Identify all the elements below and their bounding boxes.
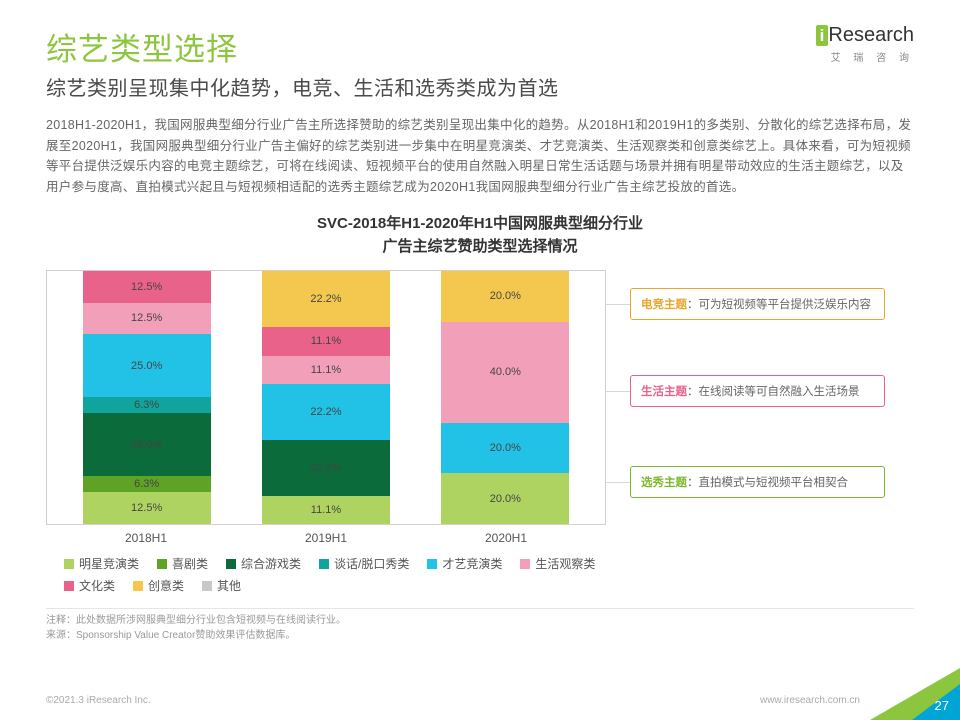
legend-label: 谈话/脱口秀类 bbox=[334, 555, 409, 572]
callout: 选秀主题：直拍模式与短视频平台相契合 bbox=[606, 466, 885, 498]
bar-segment: 11.1% bbox=[262, 327, 390, 355]
callout: 电竞主题：可为短视频等平台提供泛娱乐内容 bbox=[606, 288, 885, 320]
bar-segment: 20.0% bbox=[441, 423, 569, 474]
legend-item: 生活观察类 bbox=[520, 555, 595, 572]
logo-name: Research bbox=[828, 24, 914, 46]
legend-swatch bbox=[64, 581, 74, 591]
footnotes: 注释：此处数据所涉网服典型细分行业包含短视频与在线阅读行业。 来源：Sponso… bbox=[46, 608, 914, 643]
x-axis-labels: 2018H1 2019H1 2020H1 bbox=[46, 531, 606, 545]
callout-text: ：可为短视频等平台提供泛娱乐内容 bbox=[687, 299, 871, 311]
slide: 综艺类型选择 综艺类别呈现集中化趋势，电竞、生活和选秀类成为首选 iResear… bbox=[0, 0, 960, 720]
logo-icon: i bbox=[816, 25, 829, 46]
copyright: ©2021.3 iResearch Inc. bbox=[46, 695, 151, 706]
footer-url: www.iresearch.com.cn bbox=[760, 695, 860, 706]
callout-box: 生活主题：在线阅读等可自然融入生活场景 bbox=[630, 375, 885, 407]
callout-connector bbox=[606, 482, 630, 483]
bar-segment: 20.0% bbox=[441, 271, 569, 322]
legend-swatch bbox=[133, 581, 143, 591]
bar-segment: 25.0% bbox=[83, 413, 211, 476]
chart-title-line1: SVC-2018年H1-2020年H1中国网服典型细分行业 bbox=[46, 212, 914, 235]
callout-tag: 生活主题 bbox=[641, 386, 687, 398]
bar-segment: 11.1% bbox=[262, 496, 390, 524]
legend-item: 明星竞演类 bbox=[64, 555, 139, 572]
bar-segment: 6.3% bbox=[83, 476, 211, 492]
chart-title: SVC-2018年H1-2020年H1中国网服典型细分行业 广告主综艺赞助类型选… bbox=[46, 212, 914, 259]
legend-swatch bbox=[319, 559, 329, 569]
legend-swatch bbox=[157, 559, 167, 569]
bar-segment: 20.0% bbox=[441, 473, 569, 524]
legend-item: 综合游戏类 bbox=[226, 555, 301, 572]
legend-label: 文化类 bbox=[79, 577, 115, 594]
legend-swatch bbox=[64, 559, 74, 569]
logo: iResearch 艾 瑞 咨 询 bbox=[816, 24, 914, 64]
legend-swatch bbox=[226, 559, 236, 569]
legend-label: 生活观察类 bbox=[535, 555, 595, 572]
callout-box: 电竞主题：可为短视频等平台提供泛娱乐内容 bbox=[630, 288, 885, 320]
chart-title-line2: 广告主综艺赞助类型选择情况 bbox=[46, 235, 914, 258]
legend-swatch bbox=[520, 559, 530, 569]
callout-tag: 电竞主题 bbox=[641, 299, 687, 311]
x-label: 2018H1 bbox=[82, 531, 210, 545]
callout-connector bbox=[606, 391, 630, 392]
callout-panel: 电竞主题：可为短视频等平台提供泛娱乐内容生活主题：在线阅读等可自然融入生活场景选… bbox=[606, 270, 914, 594]
bar-segment: 40.0% bbox=[441, 322, 569, 423]
bar: 20.0%20.0%40.0%20.0% bbox=[441, 271, 569, 524]
callout-connector bbox=[606, 304, 630, 305]
footnote-2: 来源：Sponsorship Value Creator赞助效果评估数据库。 bbox=[46, 628, 914, 643]
legend-label: 喜剧类 bbox=[172, 555, 208, 572]
callout-text: ：直拍模式与短视频平台相契合 bbox=[687, 477, 848, 489]
callout-tag: 选秀主题 bbox=[641, 477, 687, 489]
callout-text: ：在线阅读等可自然融入生活场景 bbox=[687, 386, 860, 398]
legend-label: 创意类 bbox=[148, 577, 184, 594]
stacked-bars: 12.5%6.3%25.0%6.3%25.0%12.5%12.5%11.1%22… bbox=[46, 270, 606, 525]
legend-label: 综合游戏类 bbox=[241, 555, 301, 572]
title-block: 综艺类型选择 综艺类别呈现集中化趋势，电竞、生活和选秀类成为首选 bbox=[46, 24, 816, 101]
legend-label: 其他 bbox=[217, 577, 241, 594]
bar-segment: 22.2% bbox=[262, 440, 390, 496]
x-label: 2020H1 bbox=[442, 531, 570, 545]
chart-container: 12.5%6.3%25.0%6.3%25.0%12.5%12.5%11.1%22… bbox=[46, 270, 914, 594]
footnote-1: 注释：此处数据所涉网服典型细分行业包含短视频与在线阅读行业。 bbox=[46, 613, 914, 628]
legend-swatch bbox=[202, 581, 212, 591]
bar-segment: 22.2% bbox=[262, 271, 390, 327]
logo-text: iResearch bbox=[816, 24, 914, 47]
legend-item: 其他 bbox=[202, 577, 241, 594]
page-title: 综艺类型选择 bbox=[46, 24, 816, 69]
page-number: 27 bbox=[935, 698, 949, 713]
bar-segment: 6.3% bbox=[83, 397, 211, 413]
legend-label: 才艺竞演类 bbox=[442, 555, 502, 572]
legend-item: 才艺竞演类 bbox=[427, 555, 502, 572]
subtitle: 综艺类别呈现集中化趋势，电竞、生活和选秀类成为首选 bbox=[46, 72, 816, 101]
bar-segment: 22.2% bbox=[262, 384, 390, 440]
x-label: 2019H1 bbox=[262, 531, 390, 545]
legend-item: 谈话/脱口秀类 bbox=[319, 555, 409, 572]
bar-segment: 12.5% bbox=[83, 303, 211, 335]
legend-item: 创意类 bbox=[133, 577, 184, 594]
legend-item: 文化类 bbox=[64, 577, 115, 594]
chart-legend: 明星竞演类 喜剧类 综合游戏类 谈话/脱口秀类 才艺竞演类 生活观察类文化类 创意类 其他 bbox=[46, 555, 606, 594]
legend-item: 喜剧类 bbox=[157, 555, 208, 572]
chart-area: 12.5%6.3%25.0%6.3%25.0%12.5%12.5%11.1%22… bbox=[46, 270, 606, 594]
bar-segment: 12.5% bbox=[83, 492, 211, 524]
body-paragraph: 2018H1-2020H1，我国网服典型细分行业广告主所选择赞助的综艺类别呈现出… bbox=[46, 115, 914, 198]
legend-swatch bbox=[427, 559, 437, 569]
bar: 11.1%22.2%22.2%11.1%11.1%22.2% bbox=[262, 271, 390, 524]
callout-box: 选秀主题：直拍模式与短视频平台相契合 bbox=[630, 466, 885, 498]
callout: 生活主题：在线阅读等可自然融入生活场景 bbox=[606, 375, 885, 407]
legend-label: 明星竞演类 bbox=[79, 555, 139, 572]
bar-segment: 12.5% bbox=[83, 271, 211, 303]
bar-segment: 11.1% bbox=[262, 356, 390, 384]
header: 综艺类型选择 综艺类别呈现集中化趋势，电竞、生活和选秀类成为首选 iResear… bbox=[46, 24, 914, 101]
logo-subtitle: 艾 瑞 咨 询 bbox=[816, 49, 914, 64]
bar: 12.5%6.3%25.0%6.3%25.0%12.5%12.5% bbox=[83, 271, 211, 524]
bar-segment: 25.0% bbox=[83, 334, 211, 397]
